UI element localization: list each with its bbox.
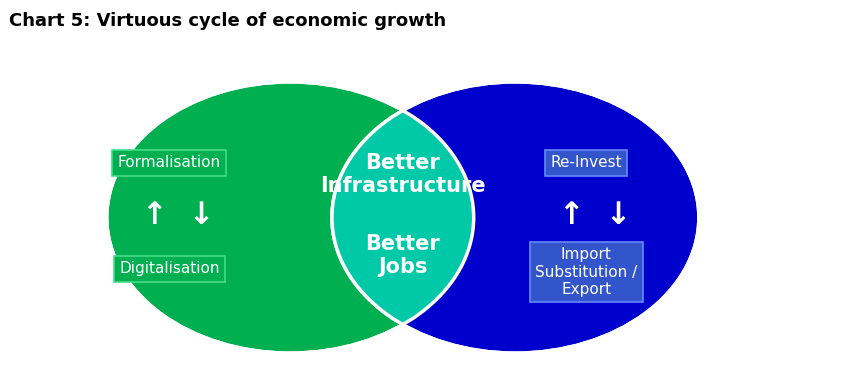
Text: Better
Jobs: Better Jobs [365,234,440,277]
Text: Re-Invest: Re-Invest [550,156,622,170]
Ellipse shape [107,82,473,353]
Text: Digitalisation: Digitalisation [119,261,219,276]
Ellipse shape [332,82,699,353]
Ellipse shape [107,82,473,353]
Text: Import
Substitution /
Export: Import Substitution / Export [535,247,638,297]
Text: ↑  ↓: ↑ ↓ [142,201,213,230]
Text: Formalisation: Formalisation [118,156,221,170]
Text: Better
Infrastructure: Better Infrastructure [320,153,486,196]
Ellipse shape [332,82,699,353]
Text: Chart 5: Virtuous cycle of economic growth: Chart 5: Virtuous cycle of economic grow… [9,12,446,29]
Text: ↑  ↓: ↑ ↓ [558,201,631,230]
